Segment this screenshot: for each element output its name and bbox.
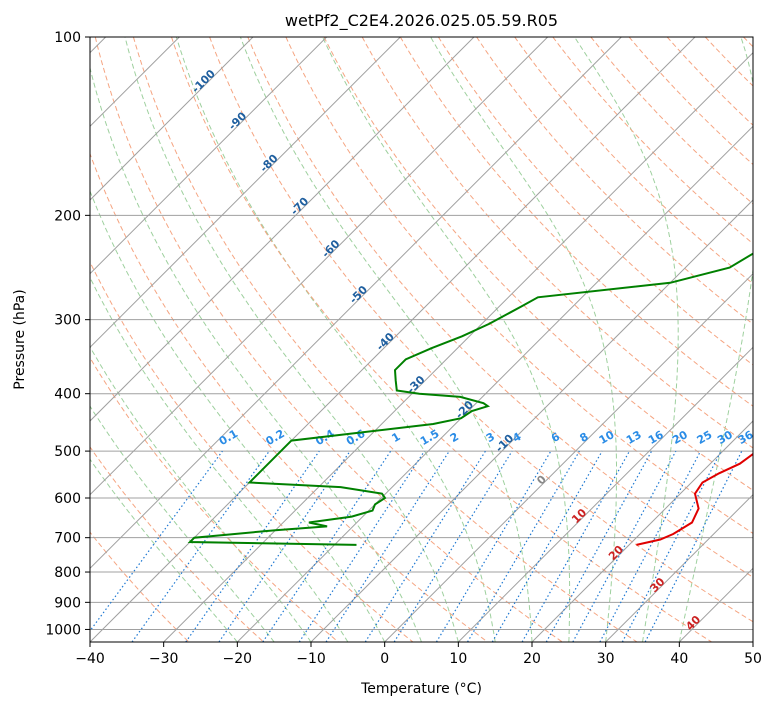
isotherm-line bbox=[310, 199, 753, 642]
y-tick-label: 500 bbox=[54, 444, 81, 460]
dry-adiabat-line bbox=[90, 446, 264, 642]
y-tick-label: 900 bbox=[54, 595, 81, 611]
isotherm-line bbox=[90, 37, 254, 201]
dry-adiabat-line bbox=[399, 37, 753, 407]
mixing-ratio-lines bbox=[90, 450, 743, 642]
moist-adiabat-line bbox=[678, 37, 753, 642]
plot-frame bbox=[89, 36, 754, 643]
dry-adiabat-line bbox=[247, 37, 753, 578]
dry-adiabat-line bbox=[90, 531, 190, 642]
y-tick-label: 100 bbox=[54, 30, 81, 46]
x-tick-label: −20 bbox=[223, 651, 253, 667]
isotherms bbox=[90, 37, 753, 642]
mixing-ratio-line bbox=[491, 450, 603, 642]
x-tick-label: 10 bbox=[449, 651, 467, 667]
isotherm-line bbox=[531, 420, 753, 642]
dry-adiabat-line bbox=[90, 356, 339, 642]
mixing-ratio-line bbox=[325, 450, 450, 642]
moist-adiabat-line bbox=[90, 458, 238, 642]
x-tick-label: −40 bbox=[75, 651, 105, 667]
mixing-ratio-line bbox=[218, 450, 351, 642]
y-tick-label: 600 bbox=[54, 491, 81, 507]
x-tick-label: −30 bbox=[149, 651, 179, 667]
y-tick-label: 800 bbox=[54, 565, 81, 581]
dry-adiabat-line bbox=[132, 37, 638, 642]
moist-adiabat-line bbox=[90, 345, 312, 642]
isotherm-line bbox=[457, 346, 753, 642]
isotherm-line bbox=[384, 272, 753, 642]
mixing-ratio-line bbox=[572, 450, 677, 642]
moist-adiabat-line bbox=[90, 189, 386, 642]
isotherm-line bbox=[236, 125, 753, 642]
plot-area: -100-90-80-70-60-50-40-30-20-10010203040… bbox=[90, 37, 756, 642]
y-tick-label: 300 bbox=[54, 313, 81, 329]
y-axis-ticks: 100 200 300 400 500 600 700 800 900 1000 bbox=[45, 30, 90, 638]
isotherm-line bbox=[90, 37, 622, 570]
mixing-ratio-line bbox=[435, 450, 552, 642]
dry-adiabat-line bbox=[590, 37, 753, 205]
mixing-ratio-line bbox=[521, 450, 631, 642]
dry-adiabat-line bbox=[285, 37, 753, 535]
moist-adiabat-line bbox=[430, 37, 617, 642]
dry-adiabat-line bbox=[437, 37, 753, 366]
mixing-ratio-line bbox=[545, 450, 653, 642]
moist-adiabat-line bbox=[90, 65, 422, 642]
y-tick-label: 1000 bbox=[45, 622, 81, 638]
moist-adiabat-line bbox=[124, 37, 459, 642]
x-tick-label: 50 bbox=[744, 651, 762, 667]
chart-title: wetPf2_C2E4.2026.025.05.59.R05 bbox=[285, 11, 558, 31]
isotherm-line bbox=[90, 37, 475, 422]
mixing-ratio-line bbox=[185, 450, 320, 642]
x-tick-label: −10 bbox=[296, 651, 326, 667]
x-tick-label: 30 bbox=[597, 651, 615, 667]
y-tick-label: 200 bbox=[54, 208, 81, 224]
x-axis-ticks: −40 −30 −20 −10 0 10 20 30 40 50 bbox=[75, 642, 762, 667]
y-tick-label: 400 bbox=[54, 387, 81, 403]
mixing-ratio-line bbox=[466, 450, 580, 642]
moist-adiabat-line bbox=[239, 37, 533, 642]
isotherm-line bbox=[605, 493, 753, 642]
dry-adiabat-line bbox=[628, 37, 753, 166]
isotherm-line bbox=[90, 37, 401, 349]
x-tick-label: 40 bbox=[670, 651, 688, 667]
dry-adiabat-line bbox=[171, 37, 712, 642]
isotherm-line bbox=[90, 37, 328, 275]
x-tick-label: 20 bbox=[523, 651, 541, 667]
dry-adiabat-line bbox=[514, 37, 753, 285]
y-axis-title: Pressure (hPa) bbox=[12, 289, 28, 389]
y-tick-label: 700 bbox=[54, 531, 81, 547]
isotherm-line bbox=[90, 37, 549, 496]
isotherm-line bbox=[163, 51, 753, 642]
x-tick-label: 0 bbox=[380, 651, 389, 667]
temperature-line bbox=[636, 452, 753, 546]
mixing-ratio-line bbox=[364, 450, 486, 642]
dry-adiabats bbox=[90, 37, 753, 642]
mixing-ratio-label: 36 bbox=[736, 428, 756, 447]
moist-adiabat-line bbox=[90, 276, 349, 642]
dry-adiabat-line bbox=[94, 37, 563, 642]
x-axis-title: Temperature (°C) bbox=[360, 681, 482, 697]
dry-adiabat-line bbox=[209, 37, 753, 623]
dry-adiabat-line bbox=[323, 37, 753, 491]
mixing-ratio-line bbox=[393, 450, 513, 642]
dewpoint-line bbox=[187, 252, 753, 546]
